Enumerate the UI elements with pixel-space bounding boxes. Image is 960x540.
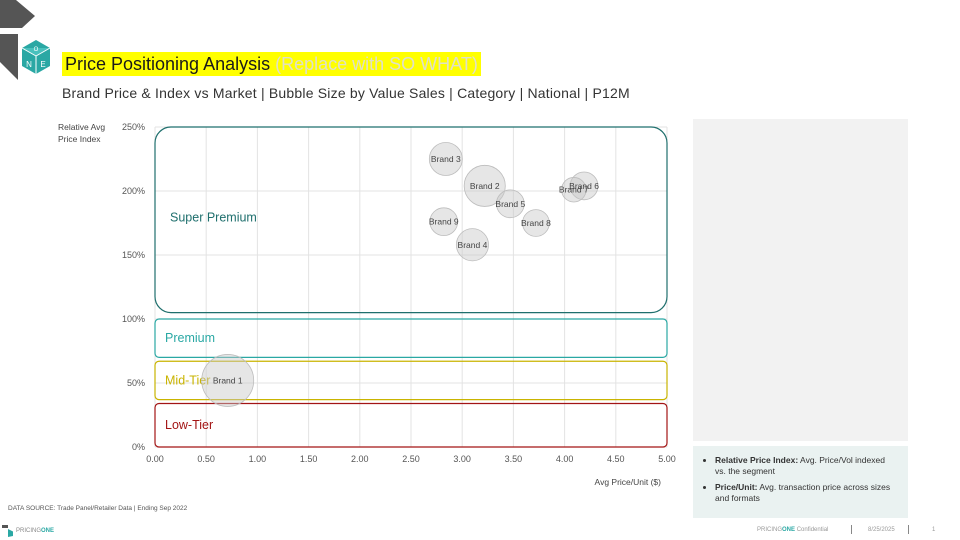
page-title: Price Positioning Analysis (Replace with… <box>62 52 481 76</box>
y-tick-label: 200% <box>122 186 145 196</box>
x-tick-label: 5.00 <box>658 454 676 464</box>
bubble-series <box>201 142 599 407</box>
x-axis-label: Avg Price/Unit ($) <box>595 477 662 487</box>
tier-bands: Super Premium Premium Mid-Tier Low-Tier <box>154 126 668 448</box>
x-tick-label: 1.50 <box>300 454 318 464</box>
footer-logo-icon <box>2 525 13 537</box>
bubble-label: Brand 6 <box>569 181 599 191</box>
bubble <box>569 171 599 201</box>
y-axis-label-line: Relative Avg <box>58 122 105 132</box>
bubble-label: Brand 2 <box>470 181 500 191</box>
price-positioning-chart: Super Premium Premium Mid-Tier Low-Tier 0.0… <box>58 122 676 487</box>
commentary-panel <box>693 119 908 441</box>
y-tick-label: 0% <box>132 442 145 452</box>
bubble <box>455 228 489 262</box>
x-tick-label: 2.50 <box>402 454 420 464</box>
tier-label: Low-Tier <box>165 418 213 432</box>
chart-axes: 0.00 0.50 1.00 1.50 2.00 2.50 3.00 3.50 4.00 4.50… <box>58 122 676 487</box>
y-tick-label: 50% <box>127 378 145 388</box>
bubble-label: Brand 4 <box>458 240 488 250</box>
tier-band <box>154 402 668 448</box>
x-tick-label: 4.00 <box>556 454 574 464</box>
pricingone-logo: O N E <box>0 0 51 80</box>
bubble-label: Brand 1 <box>213 375 243 385</box>
x-tick-label: 1.00 <box>249 454 267 464</box>
footer-divider <box>908 525 909 534</box>
confidential-text: Confidential <box>795 527 829 533</box>
confidential-label: PRICINGONE Confidential <box>757 527 828 533</box>
bubble <box>429 207 459 237</box>
tier-band <box>154 318 668 359</box>
bubble <box>496 189 525 219</box>
y-tick-label: 150% <box>122 250 145 260</box>
definitions-box: Relative Price Index: Avg. Price/Vol ind… <box>693 446 908 518</box>
definition-term: Relative Price Index: <box>715 455 799 465</box>
definition-item: Relative Price Index: Avg. Price/Vol ind… <box>715 455 898 478</box>
bubble-label: Brand 7 <box>559 185 589 195</box>
y-tick-label: 100% <box>122 314 145 324</box>
bubble-label: Brand 8 <box>521 218 551 228</box>
bubble <box>463 164 506 207</box>
bubble-label: Brand 5 <box>495 199 525 209</box>
x-tick-label: 4.50 <box>607 454 625 464</box>
definition-text: Avg. transaction price across sizes and … <box>715 481 891 504</box>
logo-letter-o: O <box>34 47 39 53</box>
bubble <box>561 177 587 203</box>
definition-item: Price/Unit: Avg. transaction price acros… <box>715 482 898 505</box>
tier-label: Mid-Tier <box>165 373 210 387</box>
footer-logo-suffix: ONE <box>41 528 55 534</box>
definition-term: Price/Unit: <box>715 481 758 492</box>
tier-band <box>154 126 668 314</box>
y-axis-label-line: Price Index <box>58 134 101 144</box>
footer-logo: PRICING ONE <box>2 525 54 537</box>
bubble-label: Brand 3 <box>431 154 461 164</box>
x-tick-label: 0.50 <box>197 454 215 464</box>
bubble <box>201 354 255 407</box>
page-title-note: (Replace with SO WHAT) <box>275 53 478 74</box>
y-tick-label: 250% <box>122 122 145 132</box>
definition-text: Avg. Price/Vol indexed vs. the segment <box>715 455 885 477</box>
bubble <box>522 209 550 237</box>
page-title-text: Price Positioning Analysis <box>65 53 271 74</box>
data-source-note: DATA SOURCE: Trade Panel/Retailer Data |… <box>8 505 188 512</box>
x-tick-label: 0.00 <box>146 454 164 464</box>
footer-logo-prefix: PRICING <box>16 528 42 534</box>
bubble <box>428 142 463 176</box>
confidential-brand: ONE <box>782 527 796 533</box>
confidential-prefix: PRICING <box>757 527 783 533</box>
x-tick-label: 3.00 <box>453 454 471 464</box>
tier-band <box>154 360 668 401</box>
bubble-labels: Brand 1 Brand 2 Brand 3 Brand 4 Brand 5 Brand… <box>213 154 599 385</box>
y-axis-label: Relative Avg Price Index <box>58 122 105 144</box>
x-tick-label: 3.50 <box>505 454 523 464</box>
x-tick-label: 2.00 <box>351 454 369 464</box>
footer-date: 8/25/2025 <box>868 527 895 533</box>
bubble-label: Brand 9 <box>429 217 459 227</box>
tier-label: Super Premium <box>170 211 257 225</box>
page-subtitle: Brand Price & Index vs Market | Bubble S… <box>62 85 630 101</box>
page-number: 1 <box>932 527 936 533</box>
footer-divider <box>851 525 852 534</box>
tier-label: Premium <box>165 331 215 345</box>
logo-letter-n: N <box>26 60 32 69</box>
logo-letter-e: E <box>40 60 45 69</box>
